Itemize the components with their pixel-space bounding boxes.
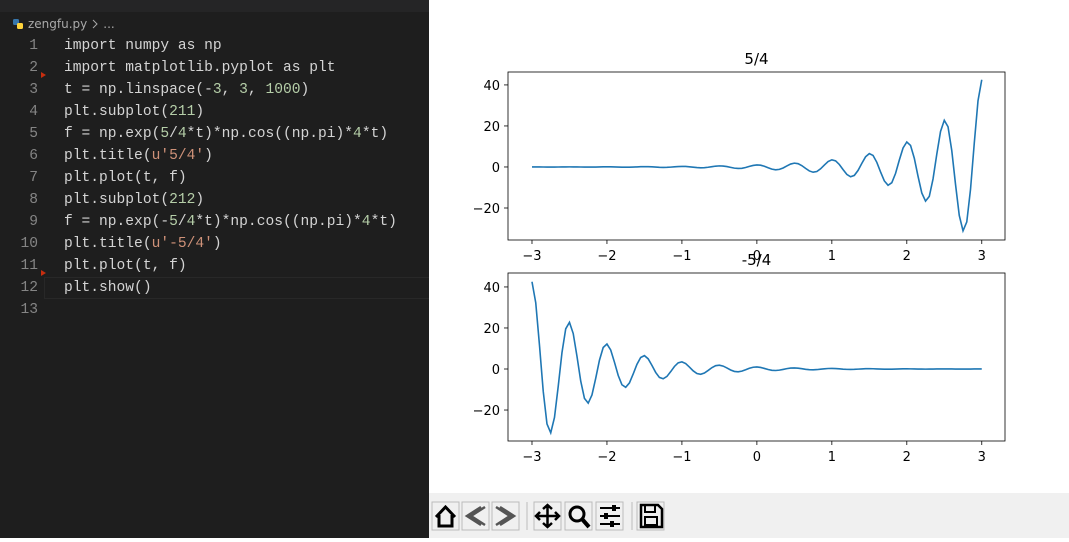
x-tick-label: 1 [828,450,836,465]
line-number: 6 [29,148,38,164]
current-line [44,277,429,299]
code-line: import matplotlib.pyplot as plt [64,60,336,76]
x-tick-label: 2 [903,249,911,264]
line-number: 2 [29,60,38,76]
y-tick-label: 20 [483,120,500,135]
y-tick-label: 40 [483,281,500,296]
line-number: 12 [20,280,38,296]
y-tick-label: 0 [492,363,500,378]
code-line: plt.title(u'5/4') [64,148,213,164]
chevron [92,19,98,29]
axes-frame [507,272,1006,442]
line-number: 9 [29,214,38,230]
back-button[interactable] [461,501,490,531]
code-line: import numpy as np [64,38,222,54]
code-line: plt.plot(t, f) [64,170,187,186]
home-button[interactable] [431,501,460,531]
pan-button[interactable] [533,501,562,531]
tab-bar [0,0,429,12]
breadcrumb-more[interactable]: ... [103,17,115,31]
save-button[interactable] [636,501,665,531]
x-tick-label: −1 [672,450,691,465]
code-line: plt.title(u'-5/4') [64,236,222,252]
code-line: f = np.exp(-5/4*t)*np.cos((np.pi)*4*t) [64,214,397,230]
x-tick-label: 1 [828,249,836,264]
x-tick-label: −2 [597,249,616,264]
x-tick-label: 2 [903,450,911,465]
line-number: 7 [29,170,38,186]
code-line: plt.plot(t, f) [64,258,187,274]
zoom-button[interactable] [564,501,593,531]
y-tick-label: 40 [483,79,500,94]
configure-button[interactable] [595,501,624,531]
breadcrumb: zengfu.py ... [12,15,115,33]
line-number: 1 [29,38,38,54]
code-line: plt.subplot(211) [64,104,205,120]
y-tick-label: 20 [483,322,500,337]
line-number: 5 [29,126,38,142]
chart-title: -5/4 [742,251,772,269]
axes-frame [507,71,1006,241]
toolbar [429,493,1069,538]
toolbar-icons [431,501,665,531]
line-number: 11 [20,258,38,274]
line-number: 10 [20,236,38,252]
x-tick-label: −3 [522,450,541,465]
figure-canvas: 5/4 −3 −2 −1 0 1 2 3 −20 0 20 40 -5/4 −3 −2 −1 0 1 2 3 −20 0 2… [473,50,1006,465]
line-number: 4 [29,104,38,120]
forward-button[interactable] [491,501,520,531]
y-tick-label: 0 [492,161,500,176]
chart-title: 5/4 [744,50,768,68]
data-line [531,79,983,234]
x-tick-label: −3 [522,249,541,264]
code-line: f = np.exp(5/4*t)*np.cos((np.pi)*4*t) [64,126,389,142]
y-tick-label: −20 [473,404,500,419]
x-tick-label: 3 [978,249,986,264]
code-editor: zengfu.py ... 1 2 3 4 5 6 7 8 9 10 11 12 13 import nu… [0,0,429,538]
line-number: 8 [29,192,38,208]
y-tick-label: −20 [473,202,500,217]
x-tick-label: −1 [672,249,691,264]
markers [41,72,46,276]
x-tick-label: 0 [753,450,761,465]
data-line [531,281,982,436]
x-tick-label: 3 [978,450,986,465]
code-line: plt.show() [64,280,152,296]
line-number: 3 [29,82,38,98]
code-line: plt.subplot(212) [64,192,205,208]
figure: 5/4 −3 −2 −1 0 1 2 3 −20 0 20 40 -5/4 −3 −2 −1 0 1 2 3 −20 0 2… [429,0,1069,538]
x-tick-label: −2 [597,450,616,465]
python-icon [13,19,23,29]
x-tick-label: 0 [753,249,761,264]
code-line: t = np.linspace(-3, 3, 1000) [64,82,310,98]
line-number: 13 [20,302,38,318]
breadcrumb-file[interactable]: zengfu.py [28,17,88,31]
